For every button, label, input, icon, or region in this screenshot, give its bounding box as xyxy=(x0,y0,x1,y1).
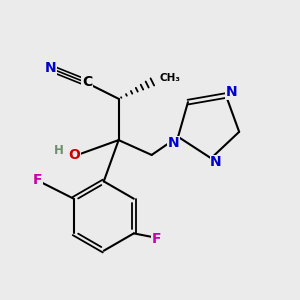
Text: O: O xyxy=(68,148,80,162)
Text: C: C xyxy=(82,75,92,89)
Text: N: N xyxy=(45,61,57,75)
Text: F: F xyxy=(152,232,161,246)
Text: CH₃: CH₃ xyxy=(160,73,181,83)
Text: N: N xyxy=(210,155,222,169)
Text: F: F xyxy=(33,173,43,187)
Text: N: N xyxy=(226,85,238,99)
Text: N: N xyxy=(167,136,179,150)
Text: H: H xyxy=(54,143,64,157)
